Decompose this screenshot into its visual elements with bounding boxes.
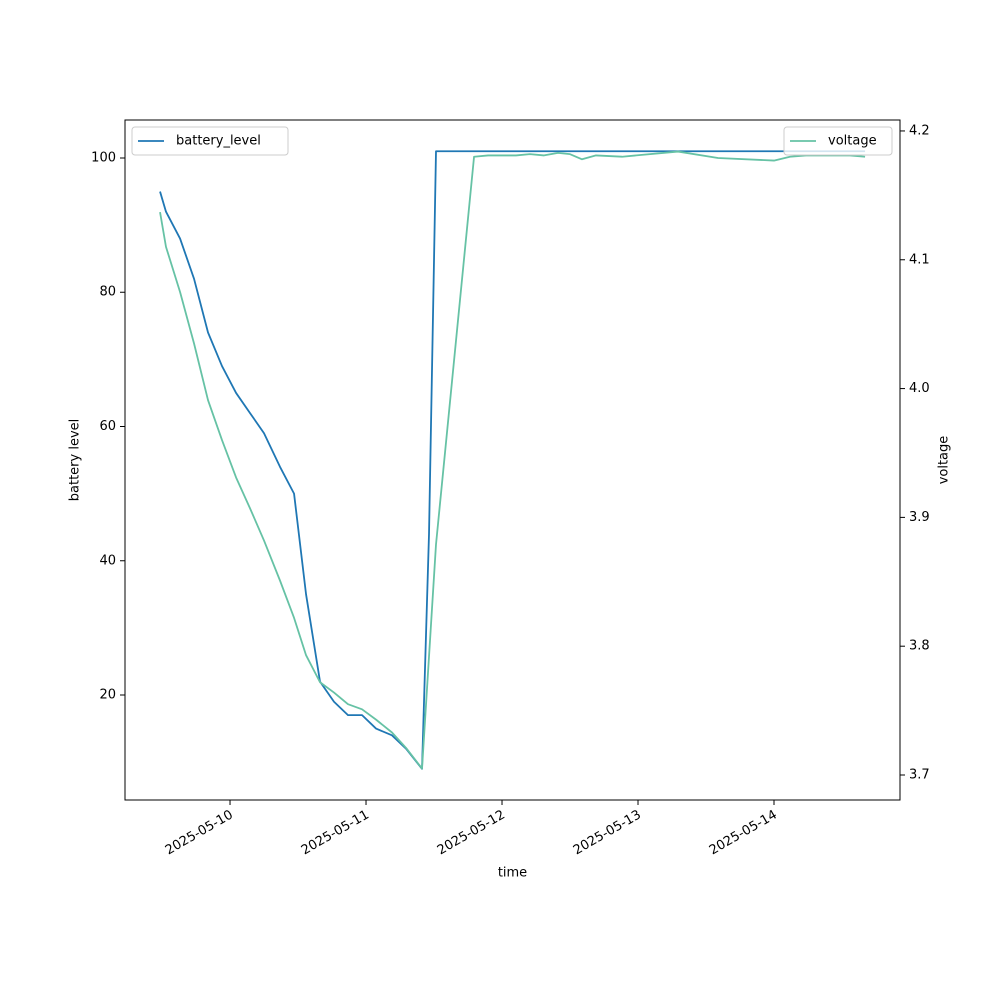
- y2-tick-label: 3.8: [909, 639, 930, 654]
- y-tick-label: 60: [99, 419, 116, 434]
- y2-tick-label: 4.1: [909, 252, 930, 267]
- y-tick-label: 80: [99, 285, 116, 300]
- y-tick-label: 20: [99, 688, 116, 703]
- y2-axis-label: voltage: [937, 436, 952, 485]
- y2-tick-label: 4.2: [909, 123, 930, 138]
- legend-label: battery_level: [176, 134, 261, 149]
- series-line: [159, 150, 866, 770]
- y2-tick-label: 3.7: [909, 768, 930, 783]
- legend-label: voltage: [828, 134, 877, 149]
- x-axis-label: time: [498, 866, 527, 881]
- y2-tick-label: 4.0: [909, 381, 930, 396]
- legend-box: [131, 126, 289, 156]
- x-tick-label: 2025-05-14: [707, 808, 780, 859]
- x-tick-label: 2025-05-12: [435, 808, 508, 859]
- plot-frame: [124, 119, 901, 801]
- x-tick-label: 2025-05-11: [299, 808, 372, 859]
- y-tick-label: 100: [91, 150, 116, 165]
- y-axis-label: battery level: [68, 419, 83, 502]
- series-line: [159, 150, 866, 770]
- x-tick-label: 2025-05-13: [571, 808, 644, 859]
- legend: battery_level: [131, 126, 289, 156]
- x-tick-label: 2025-05-10: [163, 808, 236, 859]
- legend-box: [783, 126, 893, 156]
- legend: voltage: [783, 126, 893, 156]
- y-tick-label: 40: [99, 553, 116, 568]
- y2-tick-label: 3.9: [909, 510, 930, 525]
